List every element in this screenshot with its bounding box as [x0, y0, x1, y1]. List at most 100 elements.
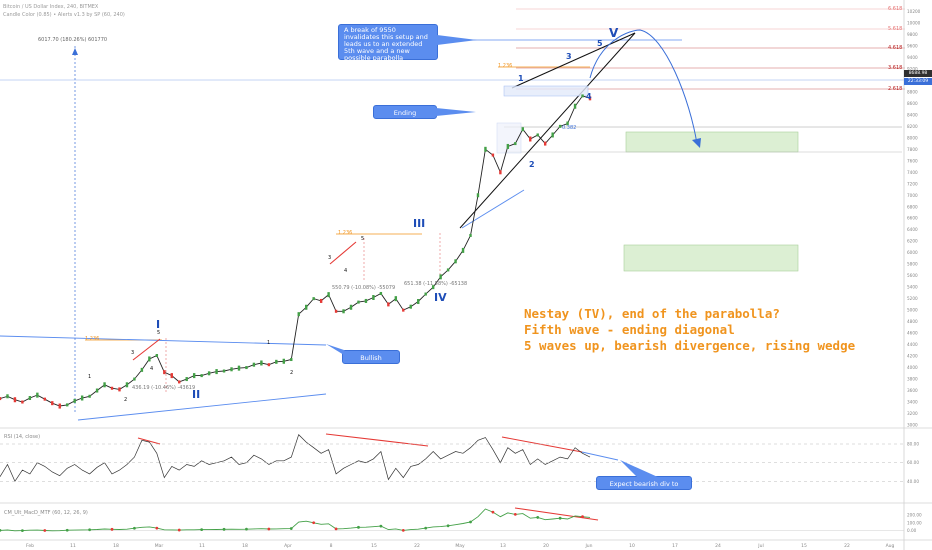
invalidation-callout: A break of 9550 invalidates this setup a…: [338, 24, 438, 62]
price-point: [245, 366, 248, 370]
last-price-badge: 8688.98: [904, 70, 932, 77]
wave-label-5: 5: [597, 39, 603, 48]
price-point: [13, 397, 17, 403]
price-point: [387, 302, 390, 307]
wedge-blue-lower: [461, 189, 525, 229]
price-tick-label: 6600: [907, 216, 918, 221]
price-point: [230, 367, 233, 372]
price-point: [73, 398, 76, 403]
price-point: [409, 304, 412, 309]
price-point: [476, 193, 480, 198]
macd-point: [581, 515, 584, 519]
price-point: [260, 360, 263, 366]
macd-point: [469, 520, 472, 524]
price-point: [424, 292, 427, 296]
macd-point: [133, 526, 136, 530]
price-tick-label: 9400: [907, 55, 918, 60]
price-point: [402, 308, 405, 312]
price-tick-label: 7200: [907, 181, 918, 186]
commentary-line: Fifth wave - ending diagonal: [524, 322, 735, 337]
price-point: [342, 309, 345, 314]
price-tick-label: 6800: [907, 204, 918, 209]
price-point: [484, 146, 487, 152]
trendline-lower: [77, 393, 327, 421]
price-point: [252, 362, 256, 367]
macd-divergence: [514, 507, 599, 521]
time-tick-label: 11: [199, 543, 205, 549]
measure-label-ii: 436.19 (-10.46%) -43619: [132, 385, 196, 391]
indicator-header: Candle Color (0.85) • Alerts v1.3 by SP …: [3, 12, 125, 18]
price-tick-label: 3600: [907, 388, 918, 393]
price-point: [379, 291, 383, 295]
bearish-div-callout-pointer: [620, 460, 660, 478]
price-point: [521, 127, 524, 132]
price-point: [200, 374, 203, 378]
price-point: [222, 369, 226, 373]
subwave-label: 5: [361, 236, 365, 242]
price-point: [28, 396, 32, 401]
subwave-label: 4: [150, 366, 154, 372]
symbol-header: Bitcoin / US Dollar Index, 240, BITMEX: [3, 4, 99, 10]
invalidation-callout-pointer: [437, 35, 477, 45]
price-point: [334, 309, 338, 313]
price-tick-label: 3000: [907, 423, 918, 428]
price-tick-label: 9600: [907, 43, 918, 48]
subwave-label: 4: [344, 268, 348, 274]
price-tick-label: 9200: [907, 66, 918, 71]
price-point: [185, 377, 188, 382]
price-point: [290, 358, 293, 362]
price-point: [469, 233, 472, 237]
macd-point: [110, 527, 114, 531]
price-divergence-iii: [329, 241, 357, 265]
price-point: [536, 133, 539, 137]
price-tick-label: 6200: [907, 239, 918, 244]
price-tick-label: 9800: [907, 32, 918, 37]
projection-arrow: [589, 29, 698, 145]
macd-point: [334, 527, 338, 531]
price-point: [163, 370, 166, 375]
price-point: [6, 394, 9, 399]
time-tick-label: 18: [113, 543, 119, 549]
fib-label-1236-low: 1.236: [85, 336, 100, 342]
wave-label-v: V: [609, 26, 619, 40]
macd-tick-label: 200.00: [907, 513, 922, 518]
price-tick-label: 5800: [907, 262, 918, 267]
ending-diagonal-callout: Ending diagonal: [373, 105, 437, 127]
time-tick-label: 22: [414, 543, 420, 549]
time-tick-label: 10: [629, 543, 635, 549]
price-point: [543, 141, 547, 146]
macd-point: [21, 529, 24, 533]
time-tick-label: 18: [242, 543, 248, 549]
macd-point: [245, 527, 248, 531]
subwave-label: 2: [124, 397, 128, 403]
price-tick-label: 8800: [907, 89, 918, 94]
price-point: [551, 132, 554, 138]
price-point: [372, 295, 375, 300]
price-point: [170, 373, 173, 379]
measure-label-iii: 550.79 (-10.08%) -55079: [332, 285, 396, 291]
price-point: [417, 299, 420, 305]
measure-label-top: 6017.70 (180.26%) 601770: [38, 37, 108, 43]
price-tick-label: 5200: [907, 296, 918, 301]
price-tick-label: 10200: [907, 9, 921, 14]
price-point: [558, 124, 562, 128]
macd-point: [43, 529, 47, 532]
rsi-tick-label: 40.00: [907, 479, 919, 484]
time-tick-label: Jun: [584, 543, 592, 549]
price-tick-label: 8200: [907, 124, 918, 129]
price-point: [491, 153, 495, 157]
measure-label-iv: 651.38 (-11.58%) -65138: [404, 281, 468, 287]
bullish-breakout-callout-pointer: [326, 344, 344, 355]
countdown-badge: 22:33:09: [904, 78, 932, 85]
macd-point: [312, 521, 316, 525]
time-tick-label: 24: [715, 543, 721, 549]
subwave-label: 3: [131, 350, 135, 356]
macd-point: [401, 528, 405, 532]
macd-point: [446, 524, 450, 528]
target-box-lower: [623, 244, 799, 272]
price-tick-label: 8600: [907, 101, 918, 106]
macd-point: [513, 512, 517, 516]
price-point: [267, 363, 271, 367]
time-tick-label: 15: [371, 543, 377, 549]
bullish-breakout-callout: Bullish breakout: [342, 350, 400, 372]
